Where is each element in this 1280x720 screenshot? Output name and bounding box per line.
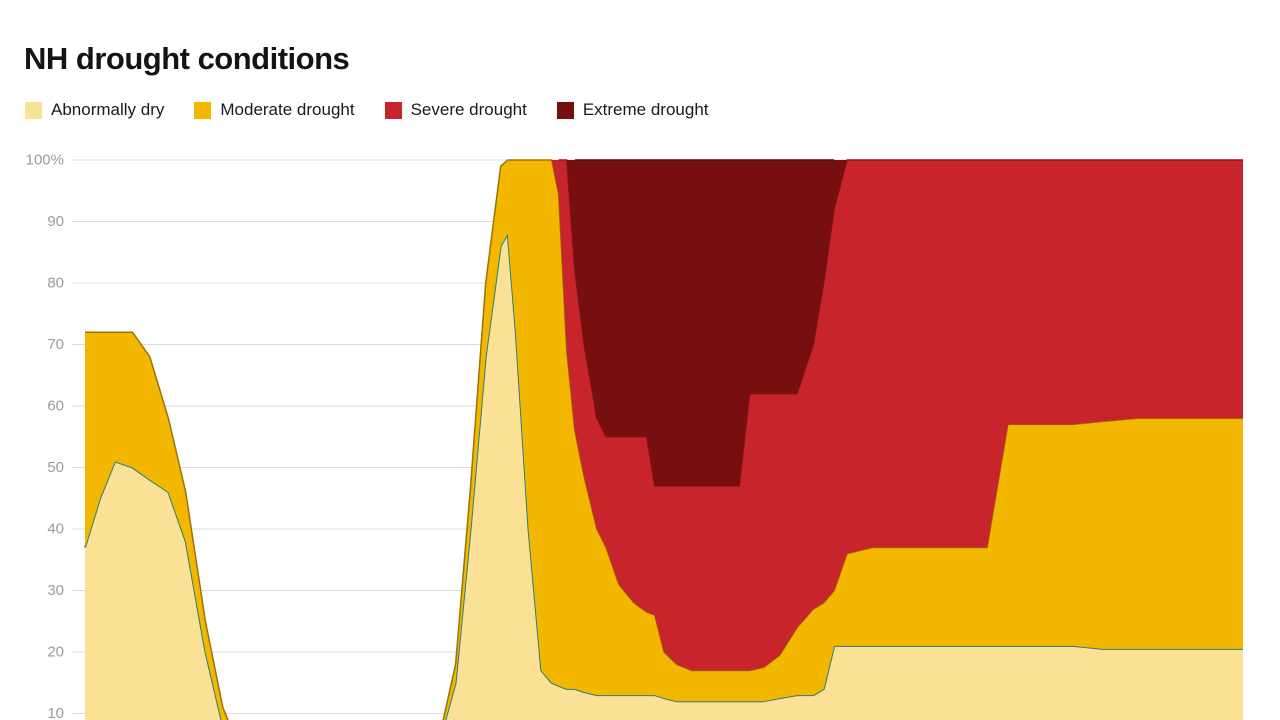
y-tick-label: 40 xyxy=(47,521,64,538)
legend-swatch-abnormally-dry xyxy=(25,101,42,119)
y-tick-label: 90 xyxy=(47,213,64,230)
area-severe-drought xyxy=(85,160,1243,720)
chart-legend: Abnormally dry Moderate drought Severe dro… xyxy=(25,100,709,120)
legend-swatch-moderate-drought xyxy=(194,101,212,119)
y-tick-label: 80 xyxy=(47,275,64,292)
y-tick-label: 50 xyxy=(47,459,64,476)
legend-label: Extreme drought xyxy=(582,100,709,119)
y-tick-label: 70 xyxy=(47,336,64,353)
y-tick-label: 100% xyxy=(26,152,64,169)
y-tick-label: 20 xyxy=(47,644,64,661)
y-tick-label: 30 xyxy=(47,582,64,599)
legend-swatch-extreme-drought xyxy=(556,101,574,119)
legend-swatch-severe-drought xyxy=(384,101,402,119)
legend-label: Moderate drought xyxy=(220,100,355,119)
area-abnormally-dry xyxy=(85,233,1243,720)
page-title: NH drought conditions xyxy=(24,40,350,76)
legend-item-abnormally-dry: Abnormally dry xyxy=(25,100,164,120)
legend-item-severe-drought: Severe drought xyxy=(384,100,527,120)
y-tick-label: 10 xyxy=(47,705,64,720)
legend-label: Abnormally dry xyxy=(51,100,165,119)
legend-item-extreme-drought: Extreme drought xyxy=(556,100,709,120)
area-extreme-drought xyxy=(85,160,1243,720)
legend-item-moderate-drought: Moderate drought xyxy=(194,100,355,120)
y-tick-label: 60 xyxy=(47,398,64,415)
legend-label: Severe drought xyxy=(410,100,527,119)
area-moderate-drought xyxy=(85,160,1243,720)
